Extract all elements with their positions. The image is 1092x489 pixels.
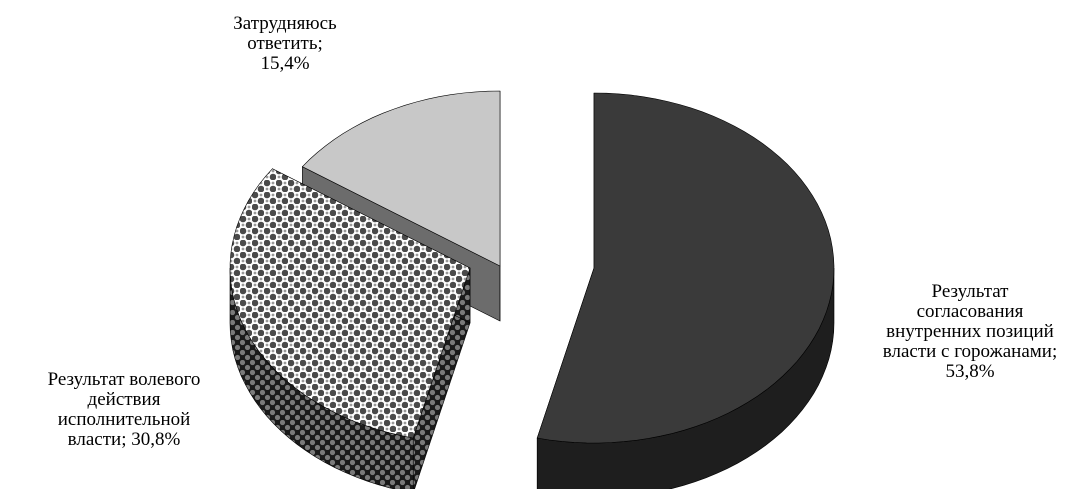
slice-label-line: власти с горожанами; (882, 341, 1058, 362)
slice-label-line: Результат волевого (47, 369, 201, 390)
slice-label-line: власти; 30,8% (67, 429, 181, 450)
slice-label-line: 53,8% (945, 361, 995, 382)
slice-label-line: действия (87, 389, 161, 410)
slice-label-line: Затрудняюсь (233, 13, 337, 34)
slice-agreement-top (536, 92, 835, 444)
slice-undecided-top (301, 90, 501, 267)
slice-label-line: внутренних позиций (886, 321, 1054, 342)
slice-label-agreement: Результат согласования внутренних позиций в… (852, 282, 1088, 382)
slice-label-executive-will: Результат волевого действия исполнительной… (4, 370, 244, 450)
slice-label-line: исполнительной (57, 409, 191, 430)
slice-label-line: согласования (916, 301, 1024, 322)
slice-label-undecided: Затрудняюсь ответить; 15,4% (200, 14, 370, 74)
slice-executive-will-top (229, 168, 471, 439)
slice-label-line: ответить; (247, 33, 323, 54)
slice-label-line: 15,4% (260, 53, 310, 74)
slice-label-line: Результат (931, 281, 1009, 302)
